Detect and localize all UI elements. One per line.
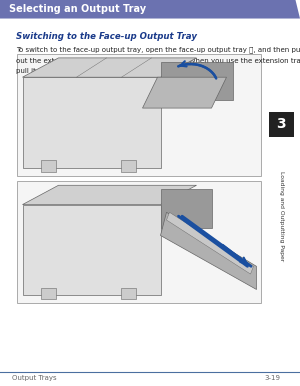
- Polygon shape: [167, 212, 254, 274]
- Bar: [122, 160, 136, 172]
- Text: Switching to the Face-up Output Tray: Switching to the Face-up Output Tray: [16, 32, 197, 41]
- Text: Selecting an Output Tray: Selecting an Output Tray: [9, 4, 146, 14]
- Bar: [40, 160, 56, 172]
- Polygon shape: [142, 77, 226, 108]
- Polygon shape: [160, 62, 232, 100]
- Polygon shape: [160, 212, 256, 290]
- Polygon shape: [22, 185, 197, 205]
- Text: 3-19: 3-19: [264, 375, 280, 381]
- Text: Loading and Outputting Paper: Loading and Outputting Paper: [279, 171, 284, 261]
- Polygon shape: [22, 205, 160, 295]
- Bar: [40, 288, 56, 299]
- Polygon shape: [22, 58, 197, 77]
- Text: 3: 3: [276, 117, 286, 132]
- Bar: [122, 288, 136, 299]
- Polygon shape: [0, 0, 300, 19]
- Polygon shape: [160, 189, 211, 228]
- Polygon shape: [22, 77, 160, 168]
- Text: out the extension tray ⓑ as shown in the figures. When you use the extension tra: out the extension tray ⓑ as shown in the…: [16, 57, 300, 64]
- Text: pull it out completely until it stops.: pull it out completely until it stops.: [16, 68, 139, 74]
- Text: Output Trays: Output Trays: [12, 375, 57, 381]
- FancyBboxPatch shape: [268, 112, 294, 137]
- FancyBboxPatch shape: [16, 54, 261, 176]
- Text: To switch to the face-up output tray, open the face-up output tray ⓐ, and then p: To switch to the face-up output tray, op…: [16, 46, 300, 53]
- FancyBboxPatch shape: [16, 181, 261, 303]
